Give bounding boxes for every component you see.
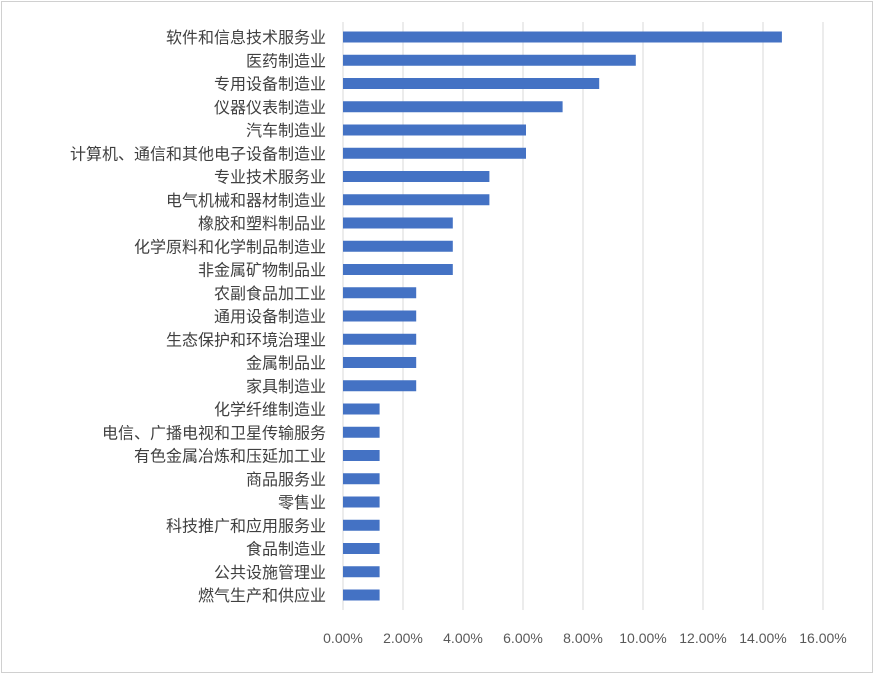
category-label: 汽车制造业 — [246, 121, 326, 140]
x-tick-label: 14.00% — [739, 630, 786, 646]
x-tick-label: 2.00% — [383, 630, 423, 646]
x-tick-label: 0.00% — [323, 630, 363, 646]
bar — [343, 426, 380, 438]
x-tick-label: 10.00% — [619, 630, 666, 646]
category-label: 医药制造业 — [246, 51, 326, 70]
category-label: 金属制品业 — [246, 354, 326, 373]
bar — [343, 264, 453, 275]
category-label: 电信、广播电视和卫星传输服务 — [102, 423, 326, 442]
gridlines — [342, 22, 824, 610]
category-label: 化学纤维制造业 — [214, 400, 326, 419]
bar — [343, 171, 490, 182]
category-label: 专用设备制造业 — [214, 75, 326, 94]
bar — [343, 450, 380, 461]
bar — [343, 519, 380, 531]
category-label: 公共设施管理业 — [214, 563, 326, 582]
category-label: 专业技术服务业 — [214, 168, 326, 187]
bar — [343, 31, 782, 43]
category-label: 有色金属冶炼和压延加工业 — [134, 447, 326, 466]
category-label: 科技推广和应用服务业 — [166, 516, 326, 535]
category-label: 电气机械和器材制造业 — [166, 191, 326, 210]
bar — [343, 333, 417, 345]
bar — [343, 124, 526, 136]
bar — [343, 78, 600, 89]
category-label: 橡胶和塑料制品业 — [198, 214, 326, 233]
bar — [343, 566, 380, 578]
category-label: 燃气生产和供应业 — [198, 586, 326, 605]
bar — [343, 543, 380, 554]
category-label: 零售业 — [278, 493, 326, 512]
x-tick-label: 4.00% — [443, 630, 483, 646]
category-label: 化学原料和化学制品制造业 — [134, 237, 326, 256]
category-label: 仪器仪表制造业 — [214, 98, 326, 117]
bar — [343, 194, 490, 206]
category-label: 软件和信息技术服务业 — [166, 28, 326, 47]
category-label: 农副食品加工业 — [214, 284, 326, 303]
category-label: 食品制造业 — [246, 540, 326, 559]
bar — [343, 380, 417, 392]
bar — [343, 147, 526, 159]
bar — [343, 101, 563, 113]
bars — [343, 31, 782, 601]
x-tick-label: 8.00% — [563, 630, 603, 646]
bar — [343, 589, 380, 601]
category-label: 通用设备制造业 — [214, 307, 326, 326]
category-labels: 软件和信息技术服务业医药制造业专用设备制造业仪器仪表制造业汽车制造业计算机、通信… — [70, 28, 326, 605]
category-label: 家具制造业 — [246, 377, 326, 396]
x-tick-labels: 0.00% 2.00% 4.00% 6.00% 8.00% 10.00% 12.00% 14.… — [323, 630, 847, 646]
bar — [343, 240, 453, 252]
category-label: 非金属矿物制品业 — [198, 261, 326, 280]
bar — [343, 310, 417, 322]
x-tick-label: 12.00% — [679, 630, 726, 646]
category-label: 计算机、通信和其他电子设备制造业 — [70, 144, 326, 163]
x-tick-label: 6.00% — [503, 630, 543, 646]
category-label: 商品服务业 — [246, 470, 326, 489]
bar — [343, 217, 453, 229]
bar — [343, 357, 417, 368]
bar — [343, 403, 380, 415]
bar — [343, 496, 380, 508]
bar — [343, 287, 417, 299]
x-tick-label: 16.00% — [799, 630, 846, 646]
category-label: 生态保护和环境治理业 — [166, 330, 326, 349]
bar — [343, 54, 636, 66]
bar — [343, 473, 380, 485]
